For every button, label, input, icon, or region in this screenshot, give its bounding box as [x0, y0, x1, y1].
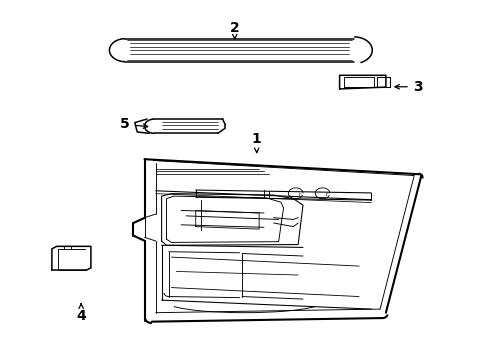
Text: 5: 5 [120, 117, 147, 131]
Text: 3: 3 [394, 80, 422, 94]
Text: r: r [325, 192, 327, 197]
Text: 2: 2 [229, 21, 239, 39]
Text: r: r [298, 192, 300, 197]
Text: 1: 1 [251, 132, 261, 153]
Text: 4: 4 [76, 303, 86, 323]
